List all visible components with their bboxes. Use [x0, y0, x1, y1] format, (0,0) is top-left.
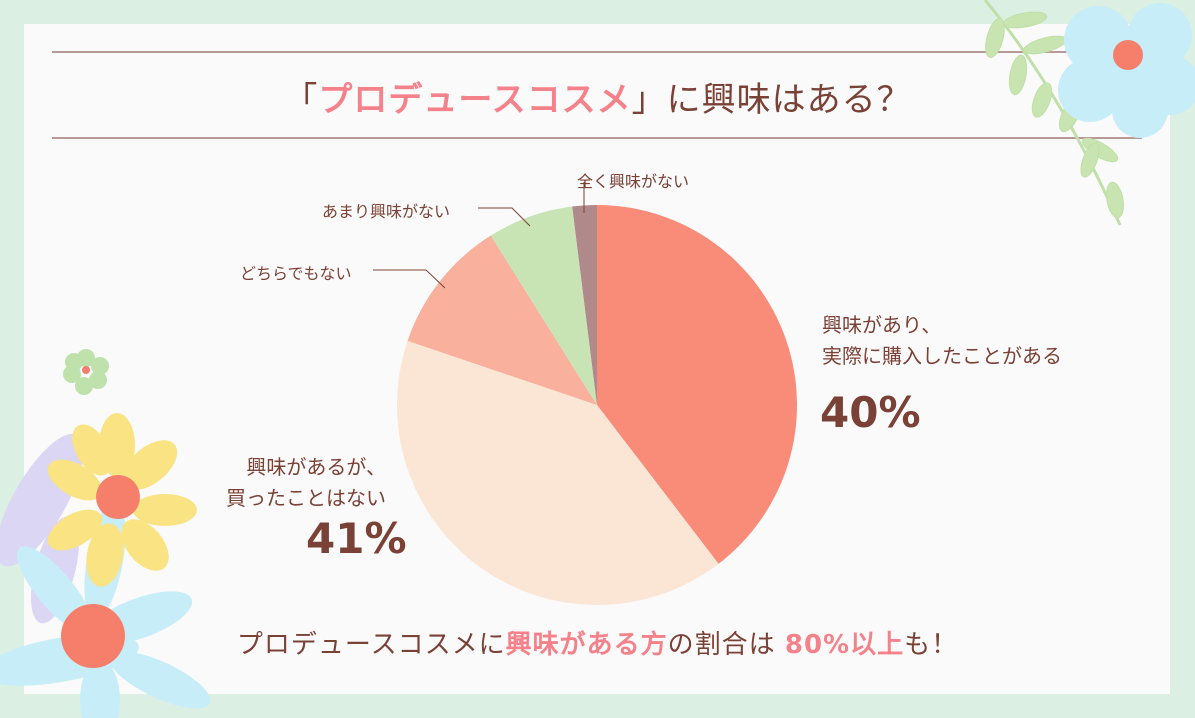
- title-highlight: プロデュースコスメ: [318, 80, 632, 120]
- label-bought: 興味があり、 実際に購入したことがある: [822, 310, 1062, 372]
- pie-slice: [490, 206, 597, 405]
- label-not-bought: 興味があるが、 買ったことはない: [226, 452, 386, 514]
- label-neutral: どちらでもない: [240, 264, 352, 283]
- title-close-bracket: 」: [631, 80, 667, 120]
- title-top-rule: [52, 51, 1142, 53]
- pie-slice: [572, 205, 597, 405]
- footer-part2: の割合は: [667, 630, 785, 660]
- label-bought-line2: 実際に購入したことがある: [822, 344, 1062, 368]
- footer-summary: プロデュースコスメに興味がある方の割合は 80%以上も！: [0, 624, 1195, 661]
- title-open-bracket: 「: [283, 80, 319, 120]
- title-rest: に興味はある？: [666, 80, 912, 120]
- footer-part1: プロデュースコスメに: [236, 630, 506, 660]
- label-not-bought-line1: 興味があるが、: [246, 455, 386, 479]
- label-not-bought-line2: 買ったことはない: [226, 486, 386, 510]
- pct-not-bought: 41%: [306, 514, 407, 563]
- label-little: あまり興味がない: [322, 202, 451, 221]
- pie-slice: [407, 235, 597, 405]
- page-title: 「プロデュースコスメ」に興味はある？: [0, 72, 1195, 121]
- pie-slice: [597, 205, 797, 564]
- pie-slice: [397, 340, 719, 605]
- label-bought-line1: 興味があり、: [822, 313, 942, 337]
- pct-bought: 40%: [820, 388, 921, 437]
- footer-highlight1: 興味がある方: [505, 630, 668, 660]
- footer-part3: も！: [904, 630, 959, 660]
- label-none: 全く興味がない: [577, 172, 690, 191]
- footer-highlight2: 80%以上: [784, 630, 905, 660]
- title-bottom-rule: [52, 137, 1142, 139]
